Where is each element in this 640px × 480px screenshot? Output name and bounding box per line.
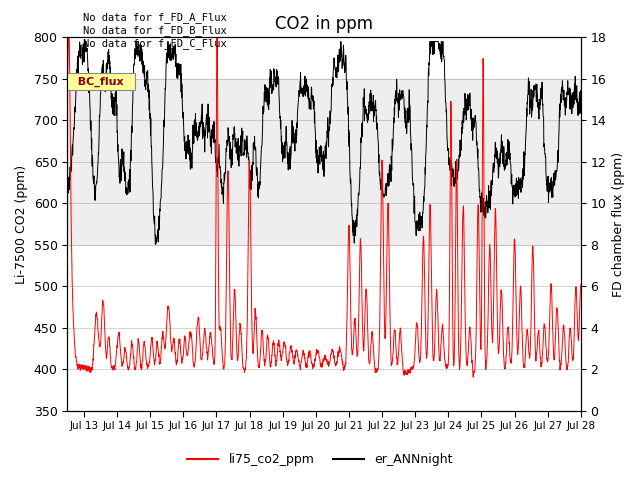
Text: No data for f_FD_A_Flux: No data for f_FD_A_Flux xyxy=(83,12,227,23)
Legend: li75_co2_ppm, er_ANNnight: li75_co2_ppm, er_ANNnight xyxy=(182,448,458,471)
Y-axis label: Li-7500 CO2 (ppm): Li-7500 CO2 (ppm) xyxy=(15,165,28,284)
Text: BC_flux: BC_flux xyxy=(70,77,131,87)
Text: No data for f_FD_B_Flux: No data for f_FD_B_Flux xyxy=(83,25,227,36)
Text: No data for f_FD_C_Flux: No data for f_FD_C_Flux xyxy=(83,38,227,49)
Title: CO2 in ppm: CO2 in ppm xyxy=(275,15,373,33)
Y-axis label: FD chamber flux (ppm): FD chamber flux (ppm) xyxy=(612,152,625,297)
Bar xyxy=(67,79,581,245)
